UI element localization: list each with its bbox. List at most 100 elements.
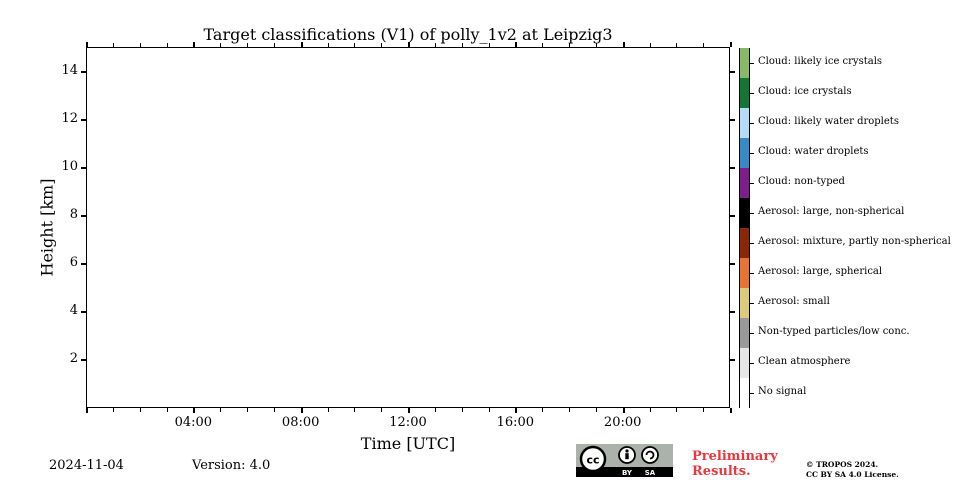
copyright-line2: CC BY SA 4.0 License. (806, 470, 899, 479)
colorbar-tick (750, 183, 754, 184)
badge-band (576, 467, 673, 477)
svg-text:BY: BY (622, 469, 633, 477)
colorbar-label: Cloud: water droplets (758, 146, 869, 157)
preliminary-notice: Preliminary Results. (692, 449, 778, 479)
colorbar-label: Cloud: likely ice crystals (758, 56, 883, 67)
colorbar-tick (750, 213, 754, 214)
x-tick-top (650, 43, 651, 47)
copyright-line1: © TROPOS 2024. (806, 460, 879, 469)
y-tick-label: 6 (69, 255, 78, 270)
x-tick (515, 408, 517, 413)
colorbar-tick (750, 333, 754, 334)
colorbar-segment (740, 138, 749, 168)
y-axis-label: Height [km] (37, 178, 57, 277)
colorbar-label: Cloud: ice crystals (758, 86, 852, 97)
x-tick (220, 408, 221, 412)
y-tick-right (730, 215, 735, 217)
y-tick-label: 4 (69, 303, 78, 318)
x-tick-top (167, 43, 168, 47)
x-tick-label: 08:00 (281, 415, 320, 430)
x-tick-top (220, 43, 221, 47)
date-label: 2024-11-04 (49, 458, 124, 473)
x-tick (650, 408, 651, 412)
x-tick (730, 408, 732, 413)
chart-title: Target classifications (V1) of polly_1v2… (203, 25, 613, 44)
colorbar-label: Cloud: likely water droplets (758, 116, 899, 127)
y-tick-label: 12 (61, 111, 78, 126)
x-tick-label: 12:00 (389, 415, 427, 430)
colorbar-tick (750, 273, 754, 274)
x-tick (354, 408, 355, 412)
colorbar-label: Non-typed particles/low conc. (758, 326, 910, 337)
x-tick (703, 408, 704, 412)
y-tick (81, 311, 86, 313)
x-tick-top (542, 43, 543, 47)
x-tick (435, 408, 436, 412)
x-tick (408, 408, 410, 413)
x-tick-top (489, 43, 490, 47)
colorbar-segment (740, 78, 749, 108)
x-tick-top (113, 43, 114, 47)
colorbar-label: Aerosol: mixture, partly non-spherical (758, 236, 951, 247)
x-tick (247, 408, 248, 412)
x-tick (301, 408, 303, 413)
x-tick (113, 408, 114, 412)
cc-by-sa-icon: cc BY SA (579, 445, 659, 477)
x-tick (569, 408, 570, 412)
x-tick (489, 408, 490, 412)
x-tick-top (86, 42, 88, 47)
x-tick-label: 04:00 (174, 415, 213, 430)
colorbar-segment (740, 378, 749, 408)
x-tick (542, 408, 543, 412)
y-tick-right (730, 167, 735, 169)
preliminary-line2: Results. (692, 464, 751, 479)
y-tick-label: 2 (69, 351, 78, 366)
x-tick-top (515, 42, 517, 47)
y-tick-right (730, 311, 735, 313)
x-tick (462, 408, 463, 412)
x-tick (676, 408, 677, 412)
y-tick (81, 71, 86, 73)
colorbar-segment (740, 228, 749, 258)
x-tick (193, 408, 195, 413)
x-tick-label: 20:00 (603, 415, 642, 430)
x-tick-top (623, 42, 625, 47)
colorbar-tick (750, 393, 754, 394)
x-tick (274, 408, 275, 412)
colorbar-tick (750, 153, 754, 154)
colorbar-tick (750, 303, 754, 304)
x-tick-top (462, 43, 463, 47)
x-tick-label: 16:00 (496, 415, 535, 430)
y-tick (81, 119, 86, 121)
colorbar-segment (740, 108, 749, 138)
colorbar-label: Aerosol: large, non-spherical (758, 206, 905, 217)
x-tick (86, 408, 88, 413)
colorbar-segment (740, 198, 749, 228)
y-tick (81, 359, 86, 361)
x-tick-top (730, 42, 732, 47)
plot-area (86, 47, 730, 408)
x-tick-top (703, 43, 704, 47)
colorbar-tick (750, 123, 754, 124)
colorbar (739, 48, 750, 408)
svg-text:cc: cc (586, 454, 599, 467)
version-label: Version: 4.0 (192, 458, 271, 473)
x-tick-top (193, 42, 195, 47)
cc-license-badge: cc BY SA (576, 444, 673, 477)
y-tick-label: 14 (61, 63, 78, 78)
x-axis-label: Time [UTC] (360, 434, 456, 453)
svg-text:SA: SA (645, 469, 656, 477)
x-tick-top (274, 43, 275, 47)
x-tick (167, 408, 168, 412)
colorbar-segment (740, 48, 749, 78)
x-tick-top (354, 43, 355, 47)
x-tick-top (676, 43, 677, 47)
y-tick-label: 10 (61, 159, 78, 174)
y-tick-right (730, 71, 735, 73)
colorbar-tick (750, 93, 754, 94)
y-tick (81, 167, 86, 169)
colorbar-tick (750, 63, 754, 64)
x-tick-top (328, 43, 329, 47)
colorbar-segment (740, 168, 749, 198)
colorbar-tick (750, 363, 754, 364)
